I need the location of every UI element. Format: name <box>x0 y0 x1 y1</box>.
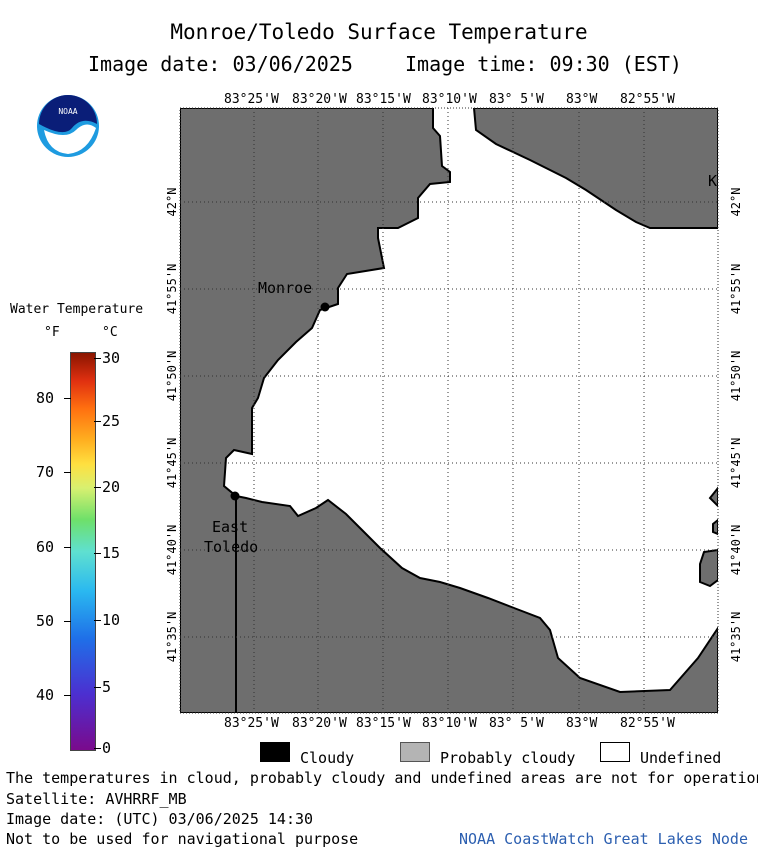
lat-right-3: 41°50'N <box>729 351 743 402</box>
lat-right-2: 41°55'N <box>729 264 743 315</box>
colorbar-title: Water Temperature <box>10 302 144 317</box>
east-label: East <box>212 518 248 536</box>
legend-undefined-label: Undefined <box>640 749 722 767</box>
edge-k-label: K <box>708 172 717 190</box>
colorbar-f-tick: 60 <box>36 538 55 556</box>
lon-top-5: 83° 5'W <box>489 92 544 107</box>
footer-credit: NOAA CoastWatch Great Lakes Node <box>459 830 748 848</box>
image-time: Image time: 09:30 (EST) <box>405 52 682 76</box>
noaa-logo-text: NOAA <box>58 107 77 116</box>
legend-undefined-swatch <box>600 742 630 762</box>
lon-bottom-1: 83°25'W <box>224 716 279 731</box>
colorbar-f-tick-mark <box>64 695 71 696</box>
colorbar-f-tick-mark <box>64 547 71 548</box>
land-northeast <box>472 108 718 229</box>
legend-cloudy-label: Cloudy <box>300 749 355 767</box>
colorbar-c-tick: 30 <box>102 349 121 367</box>
image-date: Image date: 03/06/2025 <box>88 52 353 76</box>
lat-left-6: 41°35'N <box>165 612 179 663</box>
colorbar-unit-c: °C <box>102 325 118 340</box>
colorbar-f-tick-mark <box>64 398 71 399</box>
land-east-point <box>699 548 718 588</box>
legend-cloudy-swatch <box>260 742 290 762</box>
lat-right-1: 42°N <box>729 188 743 217</box>
monroe-label: Monroe <box>258 279 312 297</box>
colorbar-c-tick-mark <box>94 358 101 359</box>
lon-bottom-5: 83° 5'W <box>489 716 544 731</box>
lat-right-4: 41°45'N <box>729 438 743 489</box>
land-east-dot <box>712 518 718 536</box>
page-title: Monroe/Toledo Surface Temperature <box>170 20 588 44</box>
lat-left-5: 41°40'N <box>165 525 179 576</box>
land-east-islet <box>708 486 718 508</box>
colorbar-c-tick: 20 <box>102 478 121 496</box>
colorbar-f-tick: 40 <box>36 686 55 704</box>
temperature-map: Monroe East Toledo K <box>179 107 719 714</box>
colorbar-c-tick: 0 <box>102 739 112 757</box>
footer-utc-date: Image date: (UTC) 03/06/2025 14:30 <box>6 810 314 828</box>
lat-left-2: 41°55'N <box>165 264 179 315</box>
land-west <box>180 108 451 713</box>
lon-top-4: 83°10'W <box>422 92 477 107</box>
legend-probably-cloudy-swatch <box>400 742 430 762</box>
footer-navigation-note: Not to be used for navigational purpose <box>6 830 359 848</box>
map-frame <box>179 107 719 714</box>
colorbar-f-tick: 70 <box>36 463 55 481</box>
legend-probably-cloudy-label: Probably cloudy <box>440 749 576 767</box>
east-toledo-marker <box>230 491 240 501</box>
lon-bottom-6: 83°W <box>566 716 598 731</box>
latitude-labels: 42°N 41°55'N 41°50'N 41°45'N 41°40'N 41°… <box>165 188 743 663</box>
colorbar-f-tick-mark <box>64 472 71 473</box>
colorbar-f-tick: 50 <box>36 612 55 630</box>
footer-satellite: Satellite: AVHRRF_MB <box>6 790 187 808</box>
lat-right-6: 41°35'N <box>729 612 743 663</box>
colorbar-unit-f: °F <box>44 325 60 340</box>
colorbar-c-tick-mark <box>94 687 101 688</box>
colorbar-c-tick: 25 <box>102 412 121 430</box>
monroe-marker <box>320 302 330 312</box>
lon-bottom-7: 82°55'W <box>620 716 675 731</box>
colorbar-c-tick-mark <box>94 487 101 488</box>
lon-top-1: 83°25'W <box>224 92 279 107</box>
colorbar-c-tick: 10 <box>102 611 121 629</box>
footer-disclaimer: The temperatures in cloud, probably clou… <box>6 769 758 787</box>
lon-top-2: 83°20'W <box>292 92 347 107</box>
lon-top-6: 83°W <box>566 92 598 107</box>
lat-left-4: 41°45'N <box>165 438 179 489</box>
colorbar-c-tick-mark <box>94 553 101 554</box>
graticule <box>180 108 718 713</box>
lon-bottom-4: 83°10'W <box>422 716 477 731</box>
lat-right-5: 41°40'N <box>729 525 743 576</box>
temperature-colorbar <box>70 352 96 751</box>
toledo-label: Toledo <box>204 538 258 556</box>
lon-top-3: 83°15'W <box>356 92 411 107</box>
lat-left-1: 42°N <box>165 188 179 217</box>
colorbar-c-tick-mark <box>94 748 101 749</box>
noaa-logo: NOAA <box>37 95 99 157</box>
colorbar-f-tick: 80 <box>36 389 55 407</box>
colorbar-c-tick: 5 <box>102 678 112 696</box>
lon-bottom-2: 83°20'W <box>292 716 347 731</box>
lat-left-3: 41°50'N <box>165 351 179 402</box>
lon-bottom-3: 83°15'W <box>356 716 411 731</box>
colorbar-c-tick: 15 <box>102 544 121 562</box>
colorbar-c-tick-mark <box>94 421 101 422</box>
lon-top-7: 82°55'W <box>620 92 675 107</box>
colorbar-c-tick-mark <box>94 620 101 621</box>
colorbar-f-tick-mark <box>64 621 71 622</box>
